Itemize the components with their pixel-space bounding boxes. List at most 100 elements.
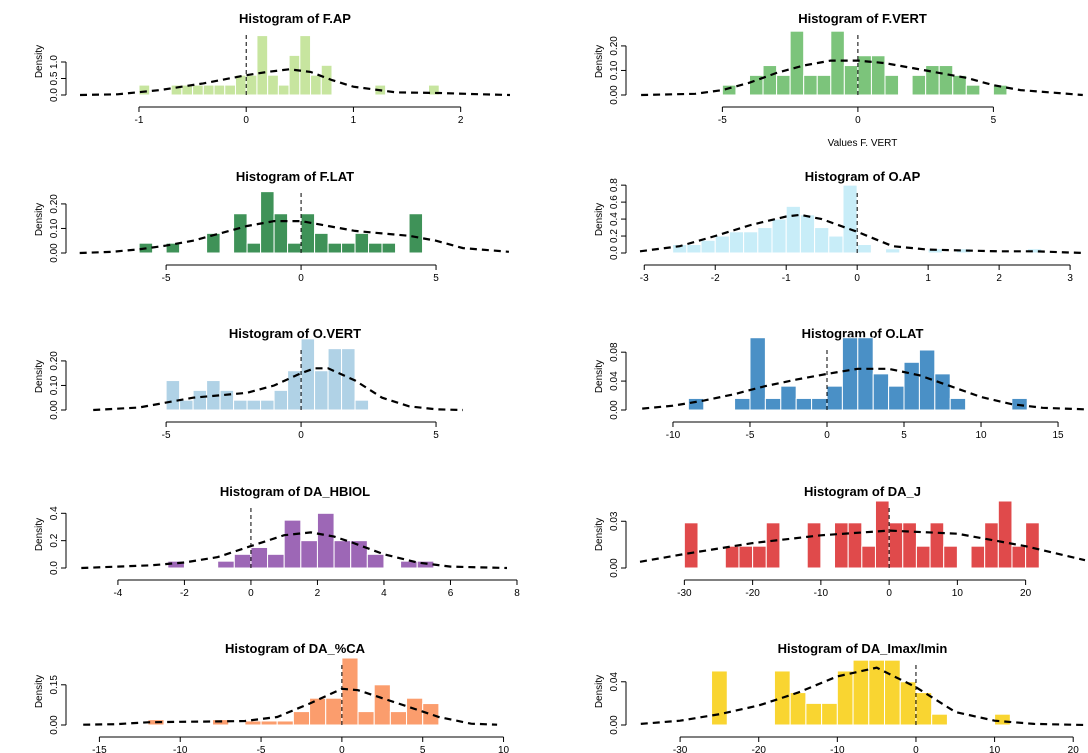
bar [277,84,290,96]
bar [406,697,424,726]
x-tick-label: -10 [814,588,829,599]
y-tick-label: 0.08 [609,342,620,362]
bar [276,720,294,726]
bar [918,349,936,411]
y-axis-label: Density [594,203,605,236]
x-tick-label: -15 [92,745,107,753]
bar [234,74,247,96]
y-tick-label: 0.0 [609,246,620,260]
x-tick-label: 0 [298,273,304,284]
bar [861,545,876,569]
x-tick-label: 0 [243,115,249,126]
bar [799,214,816,254]
bar [836,670,854,726]
x-tick-label: 0 [855,115,861,126]
y-axis-label: Density [34,203,45,236]
bar [885,248,901,254]
y-tick-label: 0.4 [609,212,620,226]
bar [316,512,335,569]
y-tick-label: 1.0 [49,55,60,69]
y-tick-label: 0.8 [609,178,620,192]
x-tick-label: 5 [433,273,439,284]
y-tick-label: 0.5 [49,71,60,85]
y-tick-label: 0.20 [49,194,60,214]
bar [686,244,702,254]
bar [267,74,279,96]
chart-title: Histogram of O.LAT [802,326,924,341]
bar [273,213,289,254]
y-tick-label: 0.00 [49,400,60,420]
bar [314,232,329,254]
y-tick-label: 0.04 [609,371,620,391]
bar [711,670,728,726]
x-tick-label: -5 [162,430,171,441]
bar [354,399,370,411]
bar [408,213,424,254]
bar [734,397,751,411]
bar [762,65,778,96]
bar [341,657,359,726]
y-tick-label: 0.00 [49,715,60,735]
bar [350,540,368,569]
x-tick-label: -10 [666,430,681,441]
bar [888,522,904,569]
y-tick-label: 0.6 [609,195,620,209]
x-tick-label: -5 [746,430,755,441]
x-tick-label: 0 [824,430,830,441]
bar [992,84,1008,96]
bar [847,522,863,569]
bar [202,84,215,96]
x-tick-label: -5 [257,745,266,753]
bar [341,242,356,254]
x-tick-label: 5 [420,745,426,753]
bar [811,397,828,411]
bar [826,385,843,411]
chart-title: Histogram of O.VERT [229,326,361,341]
bar [931,713,948,726]
bar [984,522,999,569]
y-tick-label: 0.0 [49,561,60,575]
bar [816,74,832,96]
chart-title: Histogram of DA_%CA [225,641,366,656]
bar [244,720,262,726]
x-tick-label: -30 [673,745,688,753]
bar [224,84,236,96]
y-tick-label: 0.4 [49,506,60,520]
bar [333,540,352,569]
bar [915,692,933,726]
bar [192,84,204,96]
x-tick-label: -1 [782,273,791,284]
x-tick-label: 10 [952,588,964,599]
bar [292,711,311,726]
chart-title: Histogram of O.AP [805,169,921,184]
y-tick-label: 0.20 [49,351,60,371]
bar [233,399,248,411]
x-tick-label: 2 [315,588,321,599]
y-axis-label: Density [34,675,45,708]
bar [213,84,226,96]
bar [299,35,312,96]
bar [273,389,289,411]
bar [997,500,1013,569]
y-axis-label: Density [34,518,45,551]
bar [830,30,845,96]
x-tick-label: -2 [711,273,720,284]
y-tick-label: 0.04 [609,672,620,692]
bar [700,239,716,254]
bar [771,218,787,254]
bar [354,232,370,254]
y-axis-label: Density [594,360,605,393]
bar [994,713,1011,726]
bar [785,205,801,254]
bar [233,553,252,569]
bar [843,65,859,96]
x-tick-label: 1 [925,273,931,284]
bar [738,545,754,569]
bar [743,231,759,254]
y-tick-label: 0.10 [49,218,60,238]
y-tick-label: 0.03 [609,511,620,531]
bar [327,348,343,411]
bar [764,397,782,411]
density-curve [639,213,1085,255]
y-tick-label: 0.00 [609,400,620,420]
